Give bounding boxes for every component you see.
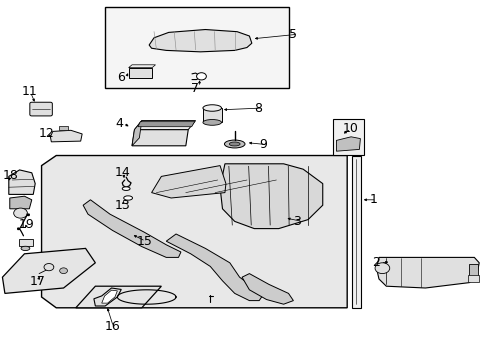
Polygon shape bbox=[83, 200, 181, 257]
Bar bbox=[128, 68, 152, 78]
Polygon shape bbox=[132, 130, 188, 146]
Circle shape bbox=[196, 73, 206, 80]
Polygon shape bbox=[102, 290, 117, 303]
Circle shape bbox=[44, 264, 54, 271]
Bar bbox=[468, 275, 478, 282]
Text: 9: 9 bbox=[259, 138, 266, 151]
Text: 6: 6 bbox=[117, 71, 125, 84]
Bar bbox=[351, 156, 360, 308]
Polygon shape bbox=[128, 65, 155, 68]
Text: 12: 12 bbox=[39, 127, 55, 140]
Bar bbox=[105, 7, 288, 88]
Ellipse shape bbox=[203, 105, 221, 111]
Polygon shape bbox=[50, 130, 82, 142]
Text: 14: 14 bbox=[115, 166, 130, 179]
Polygon shape bbox=[41, 156, 346, 308]
Ellipse shape bbox=[224, 140, 244, 148]
Ellipse shape bbox=[122, 187, 130, 190]
Text: 13: 13 bbox=[115, 199, 130, 212]
Circle shape bbox=[374, 263, 389, 274]
Polygon shape bbox=[2, 248, 95, 293]
Text: 2: 2 bbox=[371, 256, 379, 269]
Ellipse shape bbox=[203, 120, 221, 125]
Circle shape bbox=[14, 208, 27, 218]
Polygon shape bbox=[376, 257, 478, 288]
Bar bbox=[19, 239, 33, 246]
Polygon shape bbox=[151, 166, 225, 198]
Text: 16: 16 bbox=[105, 320, 121, 333]
Polygon shape bbox=[9, 170, 35, 194]
Text: 4: 4 bbox=[115, 117, 122, 130]
Bar bbox=[468, 264, 477, 278]
Polygon shape bbox=[94, 288, 121, 306]
Text: 17: 17 bbox=[29, 275, 45, 288]
Text: 10: 10 bbox=[342, 122, 357, 135]
Polygon shape bbox=[166, 234, 264, 301]
Text: 8: 8 bbox=[254, 102, 262, 114]
Text: 15: 15 bbox=[137, 235, 152, 248]
Text: 7: 7 bbox=[190, 82, 198, 95]
Polygon shape bbox=[10, 196, 32, 209]
Polygon shape bbox=[242, 274, 293, 304]
Text: 3: 3 bbox=[293, 215, 301, 228]
Polygon shape bbox=[149, 30, 251, 52]
Polygon shape bbox=[134, 121, 195, 130]
Polygon shape bbox=[220, 164, 322, 229]
Circle shape bbox=[60, 268, 67, 274]
Bar bbox=[332, 119, 364, 155]
Polygon shape bbox=[132, 121, 142, 146]
Text: 19: 19 bbox=[19, 219, 34, 231]
Text: 1: 1 bbox=[368, 193, 376, 206]
Ellipse shape bbox=[21, 246, 30, 251]
Polygon shape bbox=[59, 126, 68, 130]
FancyBboxPatch shape bbox=[30, 102, 52, 116]
Polygon shape bbox=[336, 137, 360, 151]
Ellipse shape bbox=[123, 196, 132, 200]
Text: 11: 11 bbox=[22, 85, 38, 98]
Text: 5: 5 bbox=[288, 28, 296, 41]
Polygon shape bbox=[76, 286, 161, 308]
Text: 18: 18 bbox=[2, 169, 18, 182]
Polygon shape bbox=[138, 122, 194, 127]
Bar bbox=[203, 108, 221, 122]
Ellipse shape bbox=[229, 142, 240, 146]
